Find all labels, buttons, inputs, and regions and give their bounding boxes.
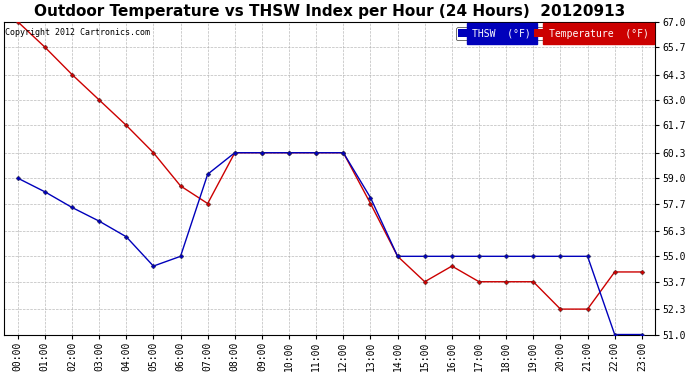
Title: Outdoor Temperature vs THSW Index per Hour (24 Hours)  20120913: Outdoor Temperature vs THSW Index per Ho…: [34, 4, 625, 19]
Legend: THSW  (°F), Temperature  (°F): THSW (°F), Temperature (°F): [456, 27, 651, 40]
Text: Copyright 2012 Cartronics.com: Copyright 2012 Cartronics.com: [5, 28, 150, 37]
